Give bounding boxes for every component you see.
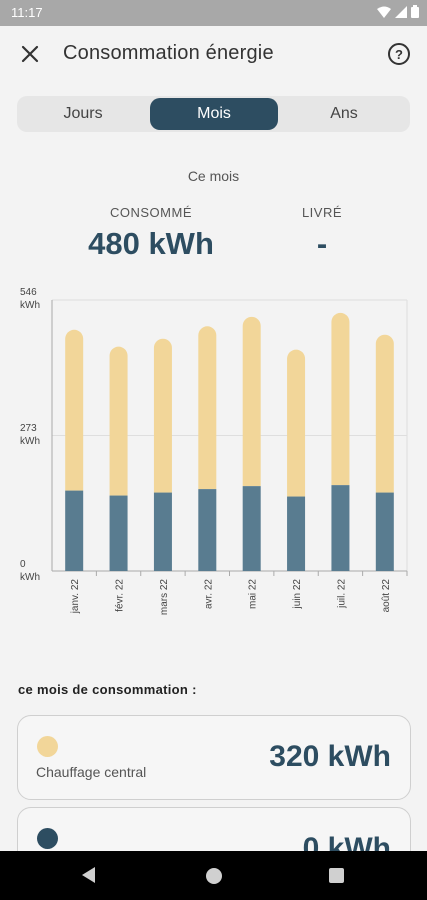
bar-segment-lower [287,496,306,571]
x-tick-label: mai 22 [248,579,259,609]
delivered-value: - [316,226,328,261]
period-tabs: Jours Mois Ans [17,96,410,132]
x-tick-label: août 22 [381,579,392,613]
consumption-chart: 546 kWh 273 kWh 0 kWh janv. 22 févr. 22 mars … [0,280,427,650]
close-button[interactable] [16,40,44,68]
tab-ans[interactable]: Ans [330,105,358,122]
x-tick-label: janv. 22 [70,579,81,615]
delivered-label: LIVRÉ [301,205,343,220]
help-button[interactable]: ? [388,43,410,65]
status-time: 11:17 [11,5,43,20]
y-tick-value: 546 [20,287,37,298]
consumed-label: CONSOMMÉ [110,205,192,220]
y-tick-top: 546 kWh [20,286,40,312]
y-tick-unit: kWh [20,300,40,311]
delivered-block: LIVRÉ - [282,205,362,262]
consumed-value: 480 kWh [88,226,214,261]
battery-icon [411,5,419,18]
y-tick-bottom: 0 kWh [20,558,40,584]
x-tick-label: avr. 22 [203,579,214,609]
system-nav-bar [0,851,427,900]
y-tick-unit: kWh [20,572,40,583]
bar-segment-lower [242,486,261,571]
period-label: Ce mois [187,168,240,184]
bar-segment-upper [153,338,172,493]
back-icon[interactable] [82,867,95,883]
recents-icon[interactable] [329,868,344,883]
tab-mois[interactable]: Mois [150,98,278,130]
close-icon [21,45,39,63]
bar-segment-upper [65,329,84,491]
wifi-icon [377,6,391,18]
bar-segment-upper [242,316,261,487]
y-tick-value: 0 [20,559,26,570]
bar-segment-lower [331,485,350,571]
status-icons [377,5,419,18]
breakdown-item-value: 320 kWh [269,740,391,773]
y-tick-value: 273 [20,423,37,434]
home-icon[interactable] [206,868,222,884]
bar-segment-upper [331,312,350,486]
bar-segment-lower [109,495,128,571]
x-tick-label: mars 22 [159,579,170,616]
page-title: Consommation énergie [63,42,274,64]
tab-jours[interactable]: Jours [63,105,103,122]
bar-segment-upper [287,349,306,497]
other-color-dot [37,828,58,849]
breakdown-item-name: Chauffage central [36,764,147,780]
x-tick-label: juil. 22 [336,579,347,609]
bar-segment-upper [375,334,394,493]
x-tick-label: juin 22 [292,579,303,610]
chart-plot: janv. 22 févr. 22 mars 22 avr. 22 mai 22 juin… [51,299,408,616]
breakdown-title: ce mois de consommation : [18,682,197,697]
help-icon: ? [395,46,403,62]
bar-segment-upper [198,326,217,490]
y-tick-mid: 273 kWh [20,422,40,448]
y-tick-unit: kWh [20,436,40,447]
x-tick-label: févr. 22 [115,579,126,612]
status-bar: 11:17 [0,0,427,26]
bar-segment-lower [198,489,217,571]
bar-segment-lower [375,492,394,571]
consumed-block: CONSOMMÉ 480 kWh [86,205,216,262]
signal-icon [395,5,407,18]
heating-color-dot [37,736,58,757]
bar-segment-lower [65,490,84,571]
bar-segment-lower [153,492,172,571]
breakdown-card-heating[interactable]: Chauffage central 320 kWh [17,715,411,800]
bar-segment-upper [109,346,128,496]
app-bar: Consommation énergie ? [0,26,427,84]
